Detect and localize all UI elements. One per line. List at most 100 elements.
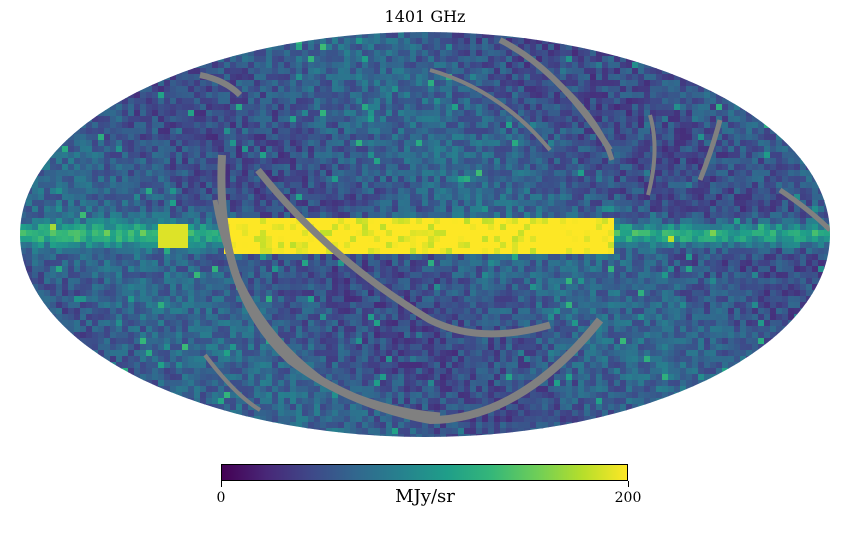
map-pixel — [392, 260, 399, 267]
map-pixel — [218, 116, 225, 123]
map-pixel — [272, 62, 279, 69]
map-pixel — [50, 254, 57, 261]
map-pixel — [134, 278, 141, 285]
map-pixel — [794, 230, 801, 237]
map-pixel — [656, 128, 663, 135]
map-pixel — [404, 50, 411, 57]
map-pixel — [602, 80, 609, 87]
map-pixel — [590, 218, 597, 225]
map-pixel — [452, 50, 459, 57]
map-pixel — [506, 146, 513, 153]
map-pixel — [56, 290, 63, 297]
map-pixel — [140, 290, 147, 297]
map-pixel — [266, 224, 273, 231]
map-pixel — [590, 278, 597, 285]
map-pixel — [62, 206, 69, 213]
map-pixel — [356, 194, 363, 201]
map-pixel — [80, 158, 87, 165]
map-pixel — [38, 260, 45, 267]
map-pixel — [626, 128, 633, 135]
map-pixel — [134, 128, 141, 135]
map-pixel — [446, 212, 453, 219]
map-pixel — [212, 188, 219, 195]
map-pixel — [350, 116, 357, 123]
map-pixel — [182, 236, 189, 243]
map-pixel — [680, 158, 687, 165]
map-pixel — [20, 260, 27, 267]
map-pixel — [764, 248, 771, 255]
map-pixel — [548, 146, 555, 153]
map-pixel — [446, 176, 453, 183]
map-pixel — [368, 56, 375, 63]
map-pixel — [470, 242, 477, 249]
map-pixel — [242, 230, 249, 237]
map-pixel — [728, 266, 735, 273]
map-pixel — [266, 110, 273, 117]
map-pixel — [476, 170, 483, 177]
map-pixel — [188, 110, 195, 117]
map-pixel — [410, 278, 417, 285]
map-pixel — [608, 86, 615, 93]
map-pixel — [164, 188, 171, 195]
map-pixel — [584, 104, 591, 111]
map-pixel — [434, 278, 441, 285]
map-pixel — [218, 62, 225, 69]
map-pixel — [614, 74, 621, 81]
map-pixel — [764, 272, 771, 279]
map-pixel — [290, 152, 297, 159]
map-pixel — [536, 98, 543, 105]
map-pixel — [344, 140, 351, 147]
map-pixel — [284, 128, 291, 135]
map-pixel — [362, 68, 369, 75]
map-pixel — [146, 266, 153, 273]
map-pixel — [38, 164, 45, 171]
map-pixel — [458, 68, 465, 75]
map-pixel — [638, 122, 645, 129]
map-pixel — [146, 212, 153, 219]
map-pixel — [752, 140, 759, 147]
map-pixel — [50, 194, 57, 201]
map-pixel — [98, 140, 105, 147]
map-pixel — [602, 86, 609, 93]
map-pixel — [722, 176, 729, 183]
map-pixel — [332, 176, 339, 183]
map-pixel — [662, 272, 669, 279]
map-pixel — [740, 140, 747, 147]
map-pixel — [32, 206, 39, 213]
map-pixel — [386, 242, 393, 249]
map-pixel — [290, 278, 297, 285]
map-pixel — [530, 224, 537, 231]
map-pixel — [464, 32, 471, 39]
map-pixel — [164, 170, 171, 177]
map-pixel — [374, 146, 381, 153]
map-pixel — [80, 218, 87, 225]
map-pixel — [740, 248, 747, 255]
map-pixel — [188, 236, 195, 243]
map-pixel — [386, 134, 393, 141]
map-pixel — [206, 164, 213, 171]
map-pixel — [200, 236, 207, 243]
map-pixel — [722, 272, 729, 279]
map-pixel — [710, 236, 717, 243]
map-pixel — [506, 266, 513, 273]
map-pixel — [458, 206, 465, 213]
map-pixel — [224, 116, 231, 123]
map-pixel — [716, 140, 723, 147]
map-pixel — [668, 242, 675, 249]
map-pixel — [638, 110, 645, 117]
map-pixel — [380, 38, 387, 45]
map-pixel — [674, 140, 681, 147]
map-pixel — [302, 164, 309, 171]
map-pixel — [110, 200, 117, 207]
map-pixel — [740, 242, 747, 249]
map-pixel — [62, 146, 69, 153]
map-pixel — [308, 266, 315, 273]
map-pixel — [344, 68, 351, 75]
map-pixel — [272, 248, 279, 255]
map-pixel — [734, 152, 741, 159]
map-pixel — [578, 176, 585, 183]
map-pixel — [386, 62, 393, 69]
map-pixel — [452, 170, 459, 177]
map-pixel — [416, 236, 423, 243]
map-pixel — [56, 140, 63, 147]
